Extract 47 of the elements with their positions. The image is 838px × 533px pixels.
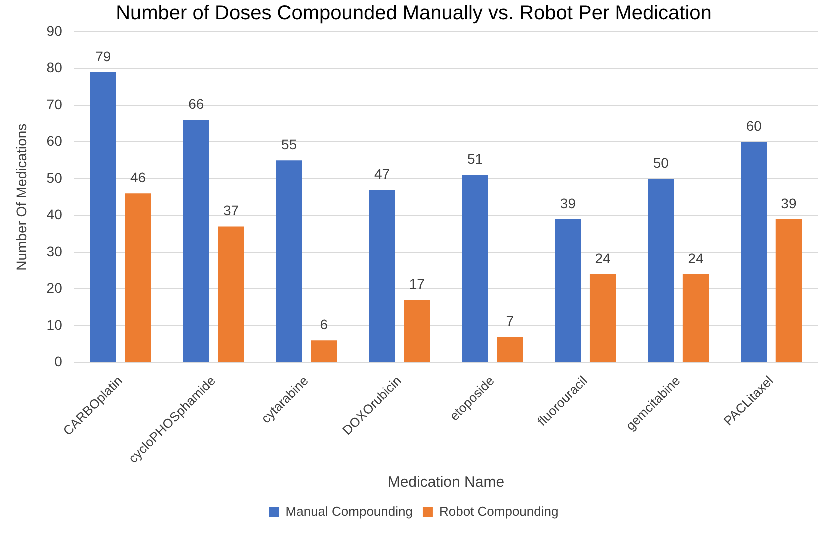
data-label: 24 [595,250,612,266]
bar [648,178,674,362]
data-label: 55 [282,136,298,152]
bar [369,190,396,362]
y-tick-label: 20 [46,280,63,296]
data-label: 47 [374,166,390,182]
chart-title: Number of Doses Compounded Manually vs. Robot Per Medication [116,2,712,25]
bar [497,336,524,362]
y-tick-label: 10 [46,316,63,333]
bar [125,194,152,362]
data-label: 60 [746,118,762,134]
data-label: 17 [409,276,426,292]
data-label: 24 [688,250,704,266]
bar [404,300,430,362]
data-label: 66 [188,96,204,112]
bar [311,340,338,362]
y-tick-label: 40 [46,206,63,223]
bar [741,142,768,362]
data-label: 6 [320,316,328,333]
data-label: 46 [130,170,146,186]
data-label: 79 [96,48,112,64]
data-label: 39 [781,195,797,212]
y-tick-label: 50 [46,170,63,186]
y-tick-label: 0 [54,354,63,370]
bar [276,160,302,362]
bar [555,219,582,362]
bar [682,274,710,362]
legend-label: Manual Compounding [286,504,413,520]
bar [776,219,802,362]
bar [462,175,488,362]
bar [183,120,210,362]
y-axis-title: Number Of Medications [13,124,30,271]
y-tick-label: 60 [46,133,63,150]
y-tick-label: 30 [46,243,63,260]
data-label: 50 [653,154,670,171]
bar [590,274,616,362]
data-label: 37 [223,202,240,219]
legend-label: Robot Compounding [439,504,559,520]
data-label: 7 [506,312,514,329]
data-label: 51 [467,151,484,168]
y-tick-label: 90 [46,22,63,39]
bar [218,226,244,362]
y-tick-label: 80 [46,60,63,76]
data-label: 39 [560,195,576,212]
bar [90,72,116,362]
x-axis-title: Medication Name [388,474,505,492]
y-tick-label: 70 [46,96,63,112]
